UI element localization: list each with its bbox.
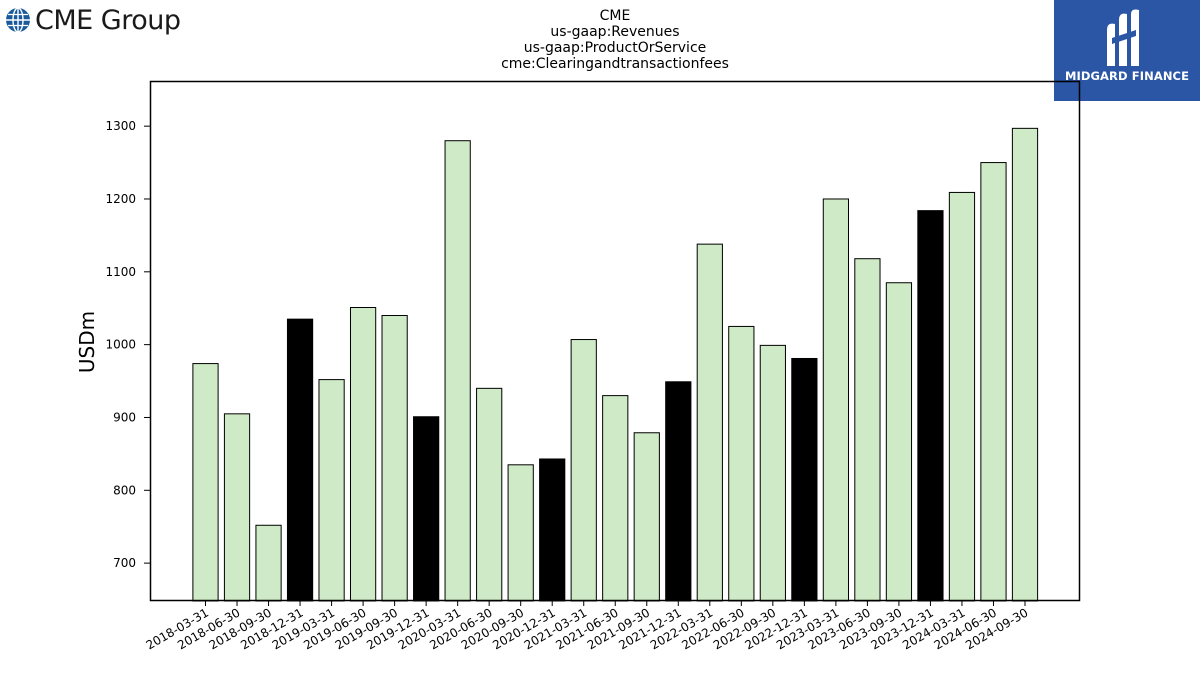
chart-title-line-2: us-gaap:Revenues <box>550 24 679 40</box>
bar-2023-06-30 <box>854 258 881 602</box>
midgard-mark-icon <box>1107 9 1139 67</box>
y-tick-label: 1200 <box>105 192 136 206</box>
bar-2024-03-31 <box>948 191 976 602</box>
bar-2024-06-30 <box>980 162 1007 602</box>
bar-2018-09-30 <box>255 524 282 602</box>
bar-2021-12-31 <box>665 381 692 602</box>
bar-2022-12-31 <box>791 357 818 602</box>
chart-title: CME us-gaap:Revenues us-gaap:ProductOrSe… <box>501 8 729 72</box>
cme-group-logo-text: CME Group <box>35 4 181 36</box>
bar-2020-09-30 <box>507 464 534 602</box>
y-tick-label: 1000 <box>105 338 136 352</box>
y-tick-label: 900 <box>113 410 136 424</box>
cme-group-logo: CME Group <box>5 3 181 37</box>
bar-2018-12-31 <box>286 318 314 602</box>
bar-2021-06-30 <box>602 395 629 602</box>
chart-title-line-4: cme:Clearingandtransactionfees <box>501 56 729 72</box>
bar-2024-09-30 <box>1011 127 1039 602</box>
bar-2019-06-30 <box>349 307 377 602</box>
globe-icon <box>6 7 30 33</box>
y-tick-label: 700 <box>113 556 136 570</box>
bar-2018-06-30 <box>223 413 251 602</box>
bar-2022-03-31 <box>696 243 723 602</box>
chart-title-line-1: CME <box>600 8 631 24</box>
bar-2020-03-31 <box>444 140 471 602</box>
midgard-finance-logo: MIDGARD FINANCE <box>1054 0 1200 101</box>
bar-2022-09-30 <box>759 344 786 602</box>
bar-2019-03-31 <box>318 379 345 602</box>
bar-2021-09-30 <box>633 432 660 602</box>
bar-2023-12-31 <box>917 210 944 602</box>
y-tick-label: 1100 <box>105 265 136 279</box>
bar-2021-03-31 <box>570 339 597 602</box>
x-axis: 2018-03-312018-06-302018-09-302018-12-31… <box>144 601 1031 652</box>
bar-2023-03-31 <box>822 198 850 602</box>
y-tick-label: 800 <box>113 483 136 497</box>
y-tick-label: 1300 <box>105 119 136 133</box>
bar-2019-09-30 <box>381 315 408 602</box>
bar-2018-03-31 <box>192 363 219 602</box>
bar-series <box>192 127 1039 602</box>
bar-2023-09-30 <box>885 282 913 602</box>
y-axis: 700 800 900 1000 1100 1200 1300 <box>105 119 150 570</box>
y-axis-label: USDm <box>75 311 99 373</box>
bar-2022-06-30 <box>728 325 755 602</box>
bar-2019-12-31 <box>413 416 440 602</box>
midgard-finance-text: MIDGARD FINANCE <box>1064 69 1190 83</box>
plot-frame <box>149 80 1081 602</box>
chart-title-line-3: us-gaap:ProductOrService <box>524 40 707 56</box>
bar-2020-12-31 <box>539 458 566 602</box>
bar-2020-06-30 <box>476 387 503 602</box>
